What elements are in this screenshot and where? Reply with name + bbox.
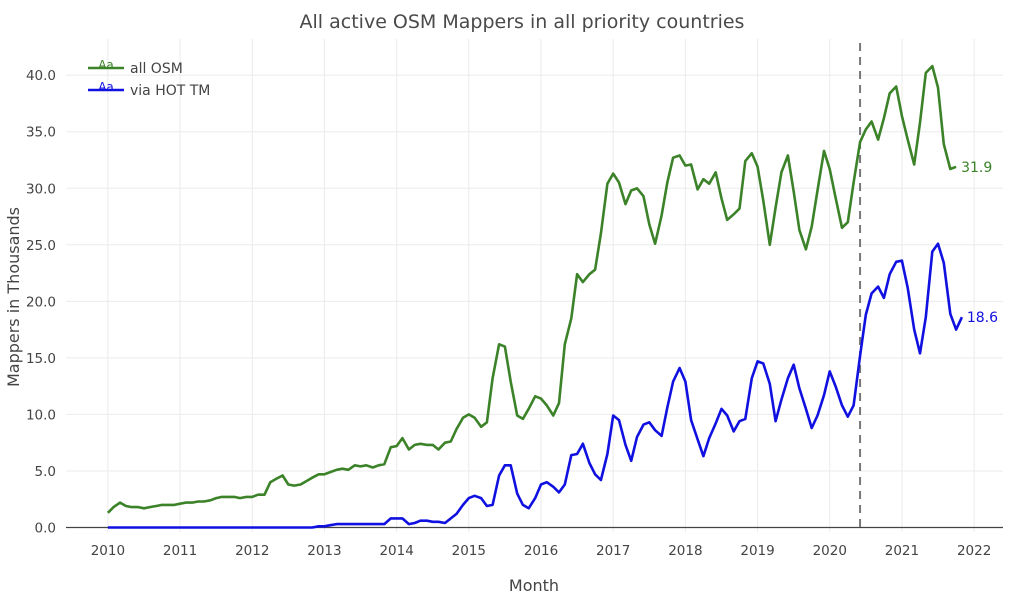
legend-symbol: Aa xyxy=(98,80,114,94)
x-axis-title: Month xyxy=(509,576,559,595)
y-tick-label: 30.0 xyxy=(26,181,56,197)
x-tick-label: 2018 xyxy=(668,543,702,559)
legend-item-all-osm[interactable]: Aa all OSM xyxy=(88,58,183,77)
end-labels: 31.9 18.6 xyxy=(961,160,998,326)
y-tick-label: 15.0 xyxy=(26,351,56,367)
x-tick-label: 2011 xyxy=(163,543,197,559)
x-tick-label: 2022 xyxy=(957,543,991,559)
y-axis-title: Mappers in Thousands xyxy=(4,207,23,387)
end-value-label: 18.6 xyxy=(967,310,998,326)
x-tick-label: 2014 xyxy=(379,543,413,559)
y-tick-label: 10.0 xyxy=(26,407,56,423)
legend[interactable]: Aa all OSM Aa via HOT TM xyxy=(88,58,210,99)
y-tick-label: 35.0 xyxy=(26,125,56,141)
legend-label: all OSM xyxy=(130,61,183,77)
x-tick-label: 2010 xyxy=(91,543,125,559)
x-tick-label: 2019 xyxy=(740,543,774,559)
y-tick-label: 25.0 xyxy=(26,238,56,254)
x-tick-label: 2013 xyxy=(307,543,341,559)
x-tick-label: 2017 xyxy=(596,543,630,559)
x-tick-label: 2015 xyxy=(452,543,486,559)
series-lines xyxy=(106,64,964,529)
legend-item-via-hot-tm[interactable]: Aa via HOT TM xyxy=(88,80,210,99)
y-tick-label: 40.0 xyxy=(26,68,56,84)
legend-symbol: Aa xyxy=(98,58,114,72)
series-line-via-hot-tm xyxy=(107,242,964,529)
y-tick-label: 0.0 xyxy=(35,520,56,536)
grid xyxy=(66,39,1003,532)
x-tick-label: 2020 xyxy=(813,543,847,559)
y-tick-label: 20.0 xyxy=(26,294,56,310)
y-axis: 0.0 5.0 10.0 15.0 20.0 25.0 30.0 35.0 40.0 xyxy=(26,68,56,536)
y-tick-label: 5.0 xyxy=(35,464,56,480)
x-tick-label: 2012 xyxy=(235,543,269,559)
x-tick-label: 2021 xyxy=(885,543,919,559)
chart-title: All active OSM Mappers in all priority c… xyxy=(300,11,745,33)
series-line-all-osm xyxy=(106,64,957,514)
x-tick-label: 2016 xyxy=(524,543,558,559)
legend-label: via HOT TM xyxy=(130,83,210,99)
end-value-label: 31.9 xyxy=(961,160,992,176)
x-axis: 2010 2011 2012 2013 2014 2015 2016 2017 2018 2019… xyxy=(91,543,992,559)
